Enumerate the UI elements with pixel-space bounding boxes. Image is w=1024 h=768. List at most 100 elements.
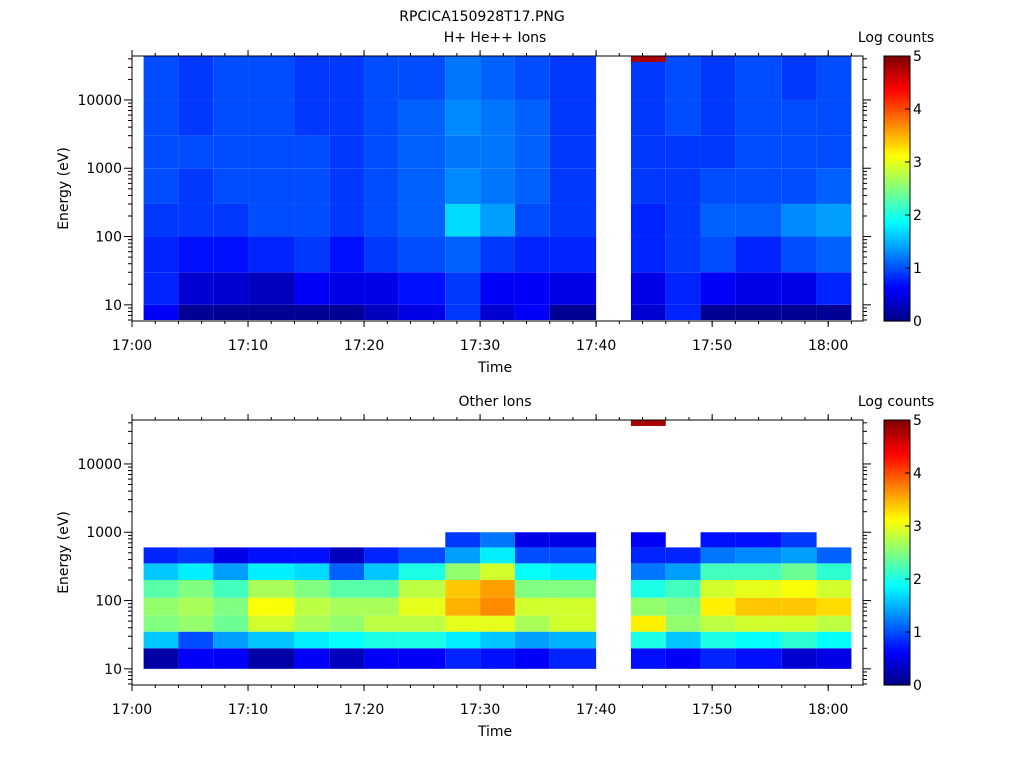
heatmap-cell — [480, 56, 515, 100]
heatmap-cell — [143, 631, 179, 649]
colorbar-segment — [884, 106, 910, 110]
heatmap-cell — [445, 135, 481, 169]
heatmap-cell — [143, 203, 179, 237]
heatmap-cell — [445, 203, 481, 237]
colorbar-segment — [884, 199, 910, 203]
colorbar-segment — [884, 279, 910, 282]
colorbar-segment — [884, 645, 910, 649]
colorbar-segment — [884, 67, 910, 70]
colorbar-segment — [884, 192, 910, 196]
colorbar-segment — [884, 237, 910, 240]
heatmap-cell — [213, 203, 249, 237]
y-tick-label: 10 — [104, 298, 122, 314]
colorbar-tick-label: 5 — [913, 413, 922, 429]
colorbar-segment — [884, 530, 910, 534]
heatmap-cell — [364, 203, 399, 237]
colorbar-segment — [884, 296, 910, 300]
heatmap-cell — [329, 615, 365, 632]
colorbar-segment — [884, 448, 910, 452]
heatmap-cell — [630, 615, 666, 632]
colorbar-segment — [884, 113, 910, 117]
heatmap-cell — [816, 168, 852, 204]
heatmap-cell — [213, 631, 249, 649]
heatmap-cell — [398, 648, 446, 669]
colorbar-segment — [884, 503, 910, 507]
heatmap-cell — [735, 532, 782, 548]
colorbar-segment — [884, 526, 910, 529]
heatmap-cell — [248, 547, 295, 564]
heatmap-cell — [514, 99, 550, 136]
colorbar-segment — [884, 590, 910, 593]
y-axis-label: Energy (eV) — [56, 147, 72, 230]
colorbar-segment — [884, 268, 910, 271]
colorbar-segment — [884, 422, 910, 426]
colorbar-segment — [884, 201, 910, 205]
colorbar-segment — [884, 428, 910, 432]
heatmap-cell — [398, 168, 446, 204]
colorbar-segment — [884, 583, 910, 587]
colorbar-segment — [884, 563, 910, 567]
colorbar-segment — [884, 461, 910, 465]
heatmap-cell — [294, 631, 330, 649]
heatmap-cell — [143, 236, 179, 273]
heatmap-cell — [816, 597, 852, 616]
colorbar-segment — [884, 111, 910, 115]
heatmap-cell — [630, 135, 666, 169]
colorbar-segment — [884, 250, 910, 254]
heatmap-cell — [480, 203, 515, 237]
y-tick-label: 100 — [95, 594, 122, 610]
heatmap-cell — [816, 135, 852, 169]
heatmap-cell — [630, 597, 666, 616]
colorbar-segment — [884, 521, 910, 525]
colorbar-segment — [884, 142, 910, 145]
colorbar-tick-label: 0 — [913, 314, 922, 330]
heatmap-cell — [549, 648, 597, 669]
heatmap-cell — [781, 135, 817, 169]
colorbar: 0 1 2 3 4 5 Log counts — [858, 394, 934, 694]
heatmap-cell — [700, 563, 736, 580]
colorbar-segment — [884, 552, 910, 556]
colorbar-segment — [884, 682, 910, 686]
colorbar-segment — [884, 312, 910, 315]
colorbar-segment — [884, 466, 910, 470]
colorbar-segment — [884, 651, 910, 655]
heatmap-cell — [178, 547, 214, 564]
x-tick-label: 17:40 — [576, 702, 616, 718]
colorbar-segment — [884, 676, 910, 679]
colorbar-segment — [884, 669, 910, 673]
colorbar-segment — [884, 168, 910, 172]
heatmap-cell — [248, 56, 295, 100]
heatmap-cell — [630, 631, 666, 649]
heatmap-cell — [700, 547, 736, 564]
colorbar-segment — [884, 314, 910, 318]
heatmap-cell — [398, 203, 446, 237]
colorbar-segment — [884, 128, 910, 132]
heatmap-cell — [398, 272, 446, 305]
colorbar-segment — [884, 126, 910, 130]
panel-title: Other Ions — [458, 394, 531, 410]
colorbar-segment — [884, 248, 910, 251]
heatmap-cell — [364, 99, 399, 136]
heatmap-cell — [294, 272, 330, 305]
heatmap-cell — [294, 597, 330, 616]
heatmap-cell — [364, 135, 399, 169]
colorbar-segment — [884, 510, 910, 514]
heatmap-cell — [143, 547, 179, 564]
heatmap-cell — [514, 615, 550, 632]
colorbar-segment — [884, 640, 910, 644]
heatmap-cell — [248, 203, 295, 237]
colorbar-segment — [884, 69, 910, 73]
heatmap-cell — [480, 272, 515, 305]
heatmap-cell — [329, 272, 365, 305]
heatmap-cell — [700, 304, 736, 320]
heatmap-cell — [700, 631, 736, 649]
heatmap-cell — [143, 579, 179, 598]
y-axis-label: Energy (eV) — [56, 511, 72, 594]
heatmap-cell — [294, 203, 330, 237]
heatmap-cell — [700, 597, 736, 616]
colorbar-segment — [884, 100, 910, 103]
colorbar-segment — [884, 453, 910, 456]
colorbar-segment — [884, 603, 910, 607]
colorbar-segment — [884, 203, 910, 207]
heatmap-cell — [735, 135, 782, 169]
